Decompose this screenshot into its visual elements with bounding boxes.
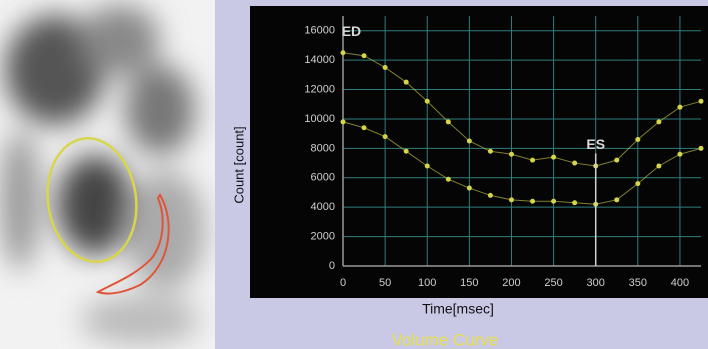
annotation: ED (342, 23, 361, 39)
y-tick-label: 2000 (311, 230, 335, 242)
x-tick-label: 50 (379, 277, 391, 289)
data-point (677, 152, 682, 157)
x-tick-label: 300 (587, 277, 605, 289)
annotation: ES (586, 136, 605, 152)
data-point (635, 137, 640, 142)
data-point (341, 119, 346, 124)
scan-image (0, 0, 215, 349)
data-point (446, 177, 451, 182)
y-tick-label: 14000 (304, 54, 335, 66)
data-point (488, 149, 493, 154)
x-tick-label: 100 (418, 277, 436, 289)
data-point (467, 186, 472, 191)
data-point (635, 181, 640, 186)
data-point (614, 197, 619, 202)
y-axis-label: Count [count] (231, 126, 246, 203)
data-point (572, 200, 577, 205)
screenshot: 0 2000 4000 6000 8000 10000 12000 14000 16000 0 50… (0, 0, 708, 349)
data-point (509, 197, 514, 202)
data-point (341, 50, 346, 55)
data-point (677, 105, 682, 110)
data-point (530, 199, 535, 204)
data-point (530, 158, 535, 163)
data-point (488, 193, 493, 198)
data-point (404, 80, 409, 85)
data-point (656, 119, 661, 124)
data-point (404, 149, 409, 154)
x-tick-label: 350 (629, 277, 647, 289)
data-point (614, 158, 619, 163)
y-tick-label: 12000 (304, 83, 335, 95)
data-point (383, 134, 388, 139)
x-tick-label: 0 (340, 277, 346, 289)
data-point (446, 119, 451, 124)
data-point (362, 53, 367, 58)
y-tick-label: 10000 (304, 113, 335, 125)
data-point (509, 152, 514, 157)
data-point (572, 161, 577, 166)
data-point (383, 65, 388, 70)
y-tick-label: 4000 (311, 201, 335, 213)
y-tick-label: 0 (329, 260, 335, 272)
x-axis-label: Time[msec] (422, 301, 494, 317)
data-point (467, 139, 472, 144)
y-tick-label: 16000 (304, 25, 335, 37)
x-tick-label: 250 (544, 277, 562, 289)
data-point (425, 99, 430, 104)
x-tick-label: 200 (502, 277, 520, 289)
data-point (656, 164, 661, 169)
data-point (425, 164, 430, 169)
x-tick-label: 400 (671, 277, 689, 289)
data-point (699, 146, 704, 151)
data-point (699, 99, 704, 104)
data-point (362, 125, 367, 130)
data-point (551, 155, 556, 160)
y-tick-label: 8000 (311, 142, 335, 154)
x-tick-label: 150 (460, 277, 478, 289)
y-tick-label: 6000 (311, 172, 335, 184)
data-point (551, 199, 556, 204)
chart-caption: Volume Curve (392, 330, 499, 349)
